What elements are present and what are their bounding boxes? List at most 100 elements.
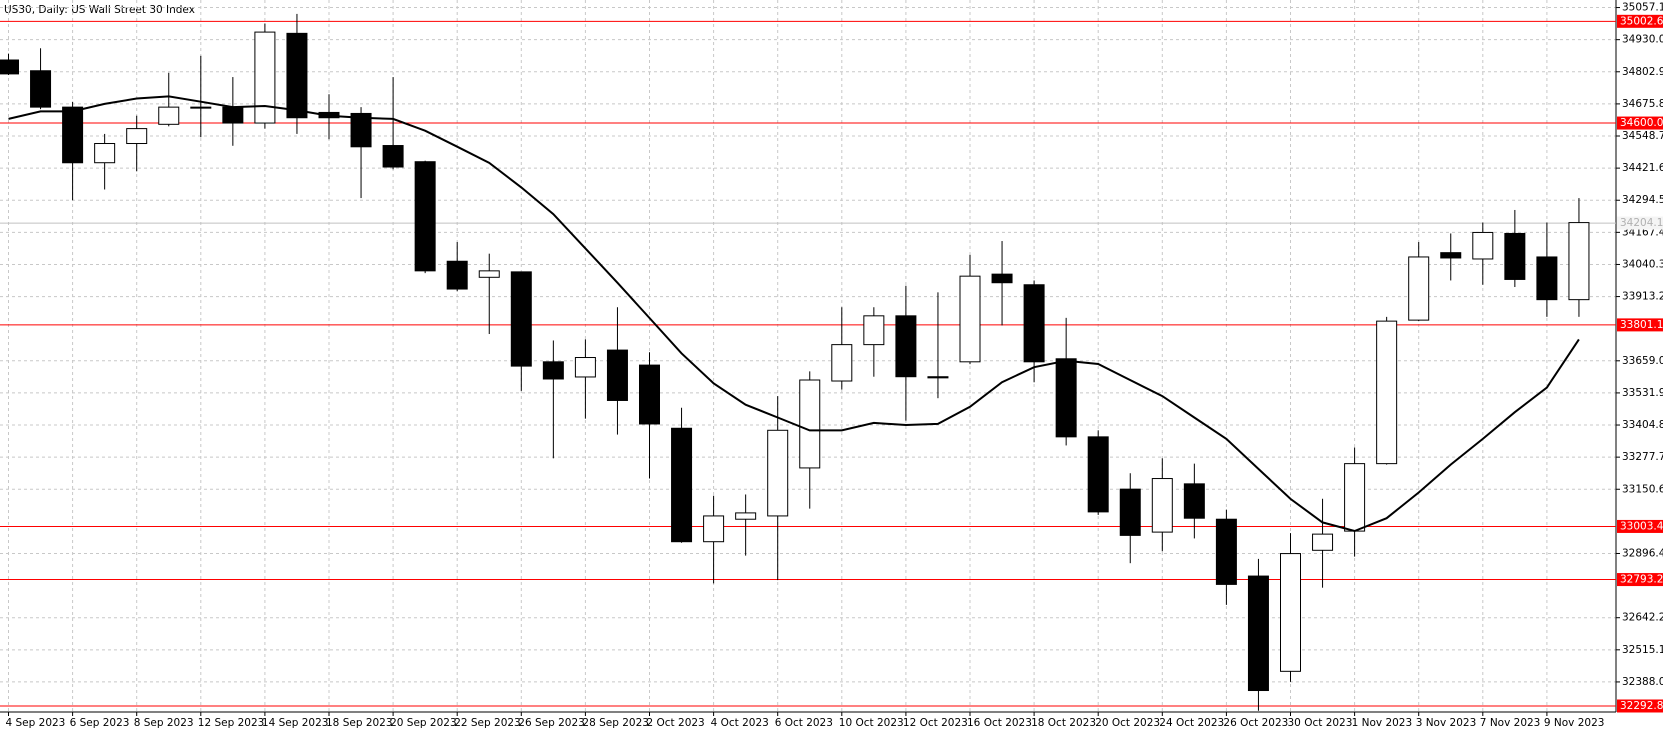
x-tick-label: 7 Nov 2023 [1480, 717, 1541, 729]
x-tick-label: 4 Sep 2023 [6, 717, 66, 729]
candle-body [510, 271, 532, 367]
candle-body [799, 379, 821, 469]
candle-body [1344, 463, 1366, 532]
candle-body [1440, 252, 1462, 259]
x-tick-label: 24 Oct 2023 [1159, 717, 1224, 729]
y-tick-label: 35057.1 [1622, 2, 1663, 14]
x-tick-label: 8 Sep 2023 [134, 717, 194, 729]
candle-body [703, 515, 725, 543]
y-tick-label: 33659.0 [1622, 355, 1663, 367]
level-label-box [1617, 573, 1663, 587]
level-label-box [1617, 14, 1663, 28]
y-tick-label: 34548.7 [1622, 130, 1663, 142]
candle-body [542, 361, 564, 380]
candle-body [1376, 320, 1398, 465]
candle-body [606, 349, 628, 401]
candle-body [959, 275, 981, 363]
x-tick-label: 3 Nov 2023 [1416, 717, 1477, 729]
level-label: 32793.2 [1620, 574, 1663, 586]
y-tick-label: 32896.4 [1622, 547, 1663, 559]
y-tick-label: 32642.2 [1622, 612, 1663, 624]
y-tick-label: 34294.5 [1622, 194, 1663, 206]
level-label: 34204.1 [1620, 217, 1663, 229]
y-tick-label: 33150.6 [1622, 483, 1663, 495]
candle-body [350, 112, 372, 148]
candle-body [1119, 488, 1141, 536]
candle-body [446, 260, 468, 290]
y-tick-label: 33404.8 [1622, 419, 1663, 431]
x-tick-label: 18 Oct 2023 [1031, 717, 1096, 729]
x-tick-label: 22 Sep 2023 [454, 717, 521, 729]
candle-body [831, 344, 853, 382]
level-label: 32292.8 [1620, 700, 1663, 712]
candle-body [62, 106, 84, 164]
candle-body [94, 143, 116, 164]
candle-body [0, 59, 19, 75]
y-tick-label: 34802.9 [1622, 66, 1663, 78]
candle-body [414, 161, 436, 272]
candle-body [478, 270, 500, 278]
level-label-box [1617, 116, 1663, 130]
x-tick-label: 9 Nov 2023 [1544, 717, 1605, 729]
candle-body [158, 106, 180, 125]
x-tick-label: 26 Sep 2023 [518, 717, 585, 729]
y-tick-label: 32515.1 [1622, 644, 1663, 656]
candle-body [863, 315, 885, 346]
candle-body [574, 357, 596, 378]
candle-body [1247, 575, 1269, 692]
y-tick-label: 33913.2 [1622, 291, 1663, 303]
candle-body [767, 429, 789, 517]
candle-body [1472, 231, 1494, 260]
level-label: 33801.1 [1620, 319, 1663, 331]
candle-body [671, 427, 693, 543]
x-tick-label: 28 Sep 2023 [582, 717, 649, 729]
level-label-box [1617, 318, 1663, 332]
moving-average-line [8, 95, 1580, 533]
y-tick-label: 33531.9 [1622, 387, 1663, 399]
x-tick-label: 1 Nov 2023 [1352, 717, 1413, 729]
candle-body [1312, 533, 1334, 551]
candle-body [1055, 358, 1077, 438]
x-tick-label: 20 Oct 2023 [1095, 717, 1160, 729]
y-tick-label: 34421.6 [1622, 162, 1663, 174]
x-tick-label: 10 Oct 2023 [839, 717, 904, 729]
x-tick-label: 14 Sep 2023 [262, 717, 329, 729]
level-label-box [1617, 519, 1663, 533]
candle-body [1408, 256, 1430, 321]
y-tick-label: 34040.3 [1622, 258, 1663, 270]
x-tick-label: 20 Sep 2023 [390, 717, 457, 729]
x-tick-label: 12 Sep 2023 [198, 717, 265, 729]
candle-body [639, 364, 660, 425]
x-tick-label: 2 Oct 2023 [647, 717, 705, 729]
x-tick-label: 26 Oct 2023 [1223, 717, 1288, 729]
candle-body [991, 273, 1013, 284]
candle-body [1504, 232, 1526, 280]
candle-body [382, 145, 404, 168]
candle-body [1023, 284, 1045, 363]
level-label-box [1617, 216, 1663, 230]
candle-body [1215, 518, 1237, 585]
level-label: 35002.6 [1620, 15, 1663, 27]
x-tick-label: 6 Oct 2023 [775, 717, 833, 729]
candle-body [735, 512, 757, 520]
level-label-box [1617, 699, 1663, 713]
y-tick-label: 34675.8 [1622, 98, 1663, 110]
candle-body [30, 70, 52, 108]
level-label: 34600.0 [1620, 117, 1663, 129]
y-tick-label: 33277.7 [1622, 451, 1663, 463]
x-tick-label: 6 Sep 2023 [70, 717, 130, 729]
x-tick-label: 4 Oct 2023 [711, 717, 769, 729]
candle-body [1151, 478, 1173, 533]
candle-body [895, 315, 917, 378]
candle-body [1280, 553, 1301, 672]
level-label: 33003.4 [1620, 520, 1663, 532]
candle-body [1536, 256, 1558, 301]
x-tick-label: 16 Oct 2023 [967, 717, 1032, 729]
candle-body [286, 32, 308, 119]
x-tick-label: 12 Oct 2023 [903, 717, 968, 729]
candle-body [1568, 222, 1590, 301]
x-tick-label: 18 Sep 2023 [326, 717, 393, 729]
candle-body [222, 106, 244, 124]
candle-body [1183, 483, 1205, 519]
